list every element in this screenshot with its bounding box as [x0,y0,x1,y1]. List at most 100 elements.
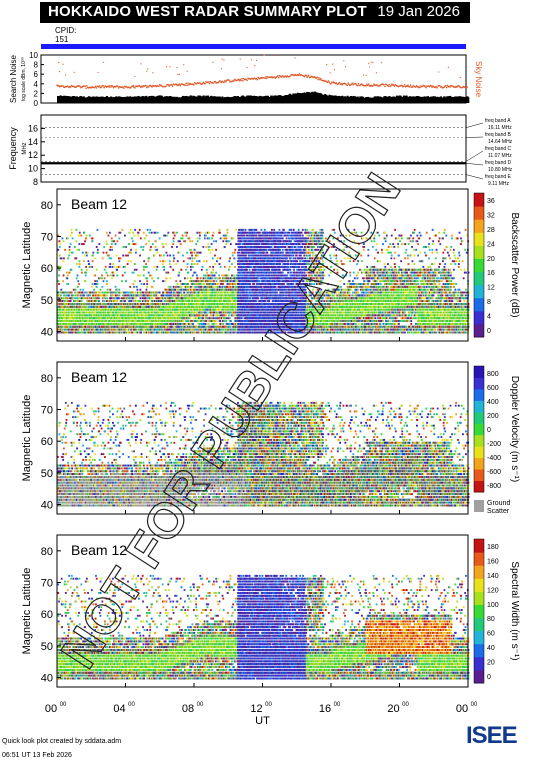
power-cell [92,252,94,254]
power-cell [80,235,82,237]
sky-noise-point [186,84,188,86]
power-cell [58,266,60,268]
power-cell [78,243,80,245]
band-label: freq band A [485,118,511,124]
band-leader [466,175,483,179]
band-value: 11.07 MHz [488,153,512,159]
sky-noise-point [294,57,295,58]
power-cell [60,266,62,268]
sky-noise-point [369,66,370,67]
sky-noise-point [409,86,411,88]
sky-noise-point [439,85,441,87]
sky-noise-point [109,85,111,87]
power-cell [86,269,88,271]
band-label: freq band D [485,160,512,166]
sky-noise-point [209,83,211,85]
sky-noise-point [86,85,88,87]
sky-noise-point [228,79,230,81]
power-cell [79,329,81,331]
power-cell [79,263,81,265]
power-cell [89,294,91,296]
power-cell [57,249,59,251]
power-cell [63,275,65,277]
power-cell [106,272,108,274]
power-cell [57,280,59,282]
sky-noise-point [326,64,327,65]
power-cell [75,257,77,259]
power-cell [77,263,79,265]
power-cell [75,229,77,231]
sky-noise-point [276,55,277,56]
sky-noise-point [148,86,150,88]
power-cell [60,289,62,291]
power-cell [106,252,108,254]
frequency-ytick-label: 10 [28,164,38,174]
power-cell [85,292,87,294]
sky-noise-point [332,64,333,65]
power-cell [85,237,87,239]
sky-noise-point [103,62,104,63]
power-cell [75,240,77,242]
power-cell [82,289,84,291]
power-cell [77,294,79,296]
power-cell [75,289,77,291]
power-cell [78,266,80,268]
noise-ytick-label: 2 [34,89,39,98]
sky-noise-point [165,86,167,88]
sky-noise-point [277,75,279,77]
sky-noise-point [112,85,114,87]
power-cell [88,260,90,262]
band-value: 16.11 MHz [488,125,512,131]
power-cell [85,275,87,277]
power-cell [67,283,69,285]
power-cell [81,300,83,302]
band-leader [466,123,483,128]
sky-noise-point [221,68,222,69]
sky-noise-point [317,79,319,81]
sky-noise-point [140,63,141,64]
sky-noise-point [166,66,167,67]
power-cell [91,266,93,268]
power-cell [70,235,72,237]
sky-noise-point [355,83,357,85]
sky-noise-point [246,67,247,68]
power-cell [97,252,99,254]
band-value: 10.80 MHz [488,167,513,173]
power-cell [68,294,70,296]
power-cell [67,237,69,239]
sky-noise-point [108,86,110,88]
sky-noise-point [436,87,438,89]
frequency-ytick-label: 14 [28,137,38,147]
sky-noise-point [368,63,369,64]
sky-noise-point [179,74,180,75]
power-cell [63,297,65,299]
sky-noise-point [372,85,374,87]
sky-noise-point [466,86,468,88]
power-cell [84,240,86,242]
sky-noise-point [327,81,329,83]
sky-noise-point [265,76,267,78]
frequency-ytick-label: 8 [33,177,38,187]
sky-noise-point [95,86,97,88]
sky-noise-point [371,61,372,62]
sky-noise-point [212,62,213,63]
sky-noise-point [388,85,390,87]
sky-noise-point [298,75,300,77]
noise-ytick-label: 0 [34,99,39,108]
power-cell [85,266,87,268]
sky-noise-point [266,78,268,80]
power-cell [58,283,60,285]
sky-noise-point [145,85,147,87]
sky-noise-point [172,85,174,87]
sky-noise-point [448,67,449,68]
sky-noise-point [366,75,367,76]
power-cell [77,286,79,288]
power-cell [60,243,62,245]
sky-noise-point [445,85,447,87]
sky-noise-point [176,67,177,68]
power-cell [86,255,88,257]
sky-noise-point [345,66,346,67]
sky-noise-point [365,85,367,87]
power-cell [58,275,60,277]
